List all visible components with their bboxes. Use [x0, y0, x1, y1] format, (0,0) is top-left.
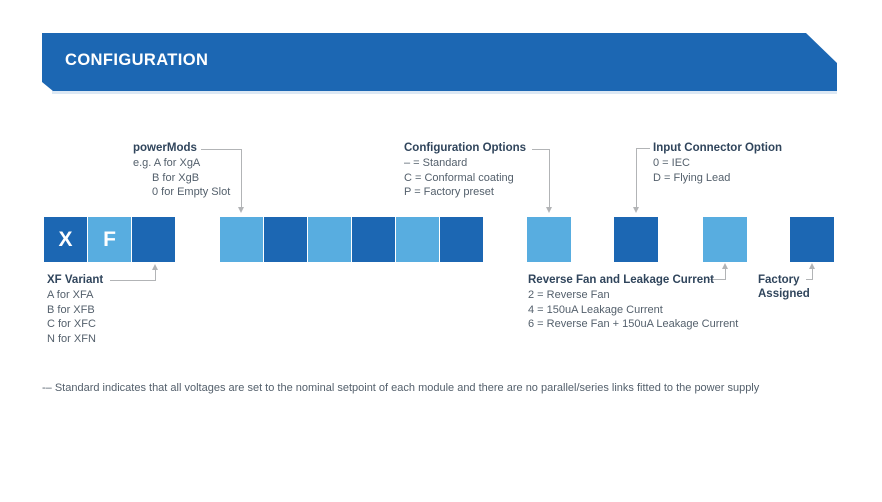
footnote: -– Standard indicates that all voltages … [42, 382, 760, 394]
code-box-group-xf: X F [44, 217, 175, 262]
callout-powermods-title: powerMods [133, 142, 197, 154]
code-box [220, 217, 263, 262]
connector-line [636, 148, 637, 207]
callout-reverse-fan-line: 2 = Reverse Fan [528, 289, 610, 301]
callout-input-connector-line: 0 = IEC [653, 157, 690, 169]
callout-input-connector-line: D = Flying Lead [653, 171, 731, 184]
arrow-up-icon [152, 264, 158, 270]
code-box-configuration-option [527, 217, 571, 262]
code-box [308, 217, 351, 262]
callout-configuration-options-title: Configuration Options [404, 142, 527, 154]
connector-line [532, 149, 549, 150]
callout-configuration-options-line: C = Conformal coating [404, 171, 514, 184]
callout-xf-variant-title: XF Variant [47, 274, 104, 286]
callout-input-connector-title: Input Connector Option [653, 142, 783, 154]
callout-input-connector: Input Connector Option 0 = IEC D = Flyin… [653, 141, 782, 185]
callout-powermods-line: e.g. A for XgA [133, 157, 201, 169]
callout-reverse-fan-title: Reverse Fan and Leakage Current [528, 274, 714, 286]
arrow-down-icon [546, 207, 552, 213]
code-box-group-powermods [220, 217, 483, 262]
callout-xf-variant: XF Variant A for XFA B for XFB C for XFC… [47, 273, 103, 346]
connector-line [241, 149, 242, 207]
connector-line [110, 280, 155, 281]
code-box [264, 217, 307, 262]
connector-line [549, 149, 550, 207]
connector-line [806, 279, 812, 280]
code-box [352, 217, 395, 262]
connector-line [636, 148, 650, 149]
callout-factory-assigned-title: Assigned [758, 288, 810, 300]
callout-factory-assigned-title: Factory [758, 274, 800, 286]
callout-configuration-options-line: P = Factory preset [404, 186, 494, 198]
section-banner: CONFIGURATION [42, 33, 837, 91]
banner-shadow [52, 90, 837, 94]
connector-line [709, 279, 725, 280]
callout-xf-variant-line: B for XFB [47, 303, 95, 316]
callout-powermods-line: 0 for Empty Slot [152, 186, 231, 198]
connector-line [201, 149, 241, 150]
callout-reverse-fan-line: 6 = Reverse Fan + 150uA Leakage Current [528, 318, 739, 330]
callout-xf-variant-line: A for XFA [47, 289, 94, 301]
code-box [396, 217, 439, 262]
callout-configuration-options: Configuration Options – = Standard C = C… [404, 141, 526, 200]
connector-line [155, 270, 156, 281]
code-box [440, 217, 483, 262]
callout-xf-variant-line: N for XFN [47, 332, 96, 345]
callout-configuration-options-line: – = Standard [404, 157, 468, 169]
section-title: CONFIGURATION [65, 51, 209, 69]
code-box-reverse-fan [703, 217, 747, 262]
callout-powermods: powerMods e.g. A for XgA B for XgB 0 for… [133, 141, 230, 200]
arrow-up-icon [722, 263, 728, 269]
code-box-input-connector [614, 217, 658, 262]
callout-factory-assigned: Factory Assigned [758, 273, 810, 302]
arrow-down-icon [633, 207, 639, 213]
arrow-down-icon [238, 207, 244, 213]
code-box-factory-assigned [790, 217, 834, 262]
callout-powermods-line: B for XgB [152, 171, 200, 184]
code-box: X [44, 217, 87, 262]
connector-line [725, 269, 726, 280]
connector-line [812, 269, 813, 280]
callout-reverse-fan: Reverse Fan and Leakage Current 2 = Reve… [528, 273, 738, 332]
callout-xf-variant-line: C for XFC [47, 318, 96, 330]
arrow-up-icon [809, 263, 815, 269]
callout-reverse-fan-line: 4 = 150uA Leakage Current [528, 303, 663, 316]
code-box: F [88, 217, 131, 262]
code-box [132, 217, 175, 262]
